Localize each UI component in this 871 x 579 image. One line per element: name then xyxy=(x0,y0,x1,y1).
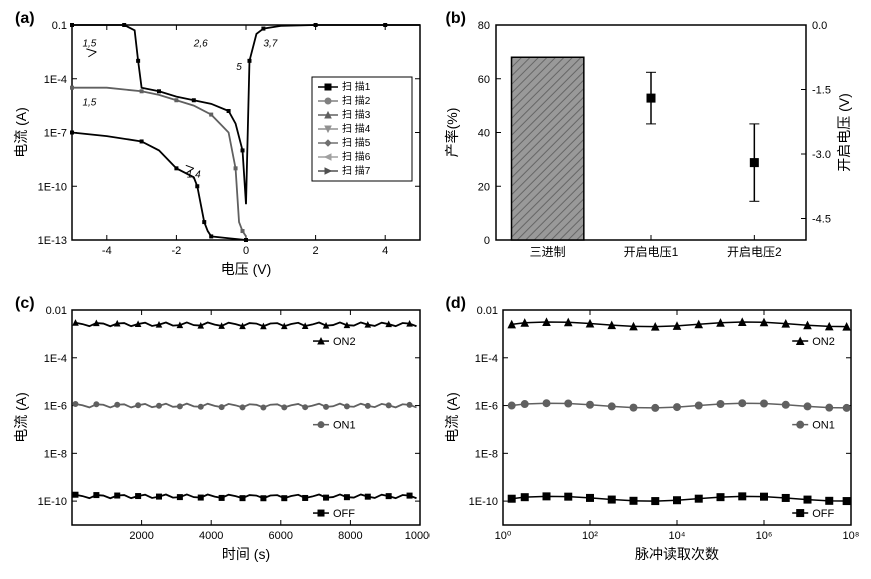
svg-text:-2: -2 xyxy=(172,245,182,257)
panel-b: (b) 0 20 40 60 80 0.0 -1.5 -3.0 -4.5 三进制 开启电压1 开启电压… xyxy=(441,10,862,285)
svg-text:2000: 2000 xyxy=(129,530,153,542)
svg-text:1E-4: 1E-4 xyxy=(474,352,497,364)
svg-text:6000: 6000 xyxy=(269,530,293,542)
svg-text:ON1: ON1 xyxy=(333,419,356,431)
panel-c: (c) 2000 4000 6000 8000 10000 1E-10 1E-8 1E-6 1E… xyxy=(10,295,431,570)
panel-a-label: (a) xyxy=(15,10,35,28)
svg-text:1E-7: 1E-7 xyxy=(44,128,67,140)
panel-a-svg: -4 -2 0 2 4 1E-13 1E-10 1E-7 1E-4 0.1 电压 (V) 电流 (A)… xyxy=(10,10,430,280)
svg-text:扫 描3: 扫 描3 xyxy=(342,108,371,121)
svg-text:电流 (A): 电流 (A) xyxy=(13,107,29,158)
svg-text:1E-8: 1E-8 xyxy=(44,448,67,460)
svg-text:开启电压1: 开启电压1 xyxy=(623,245,678,259)
svg-text:扫 描6: 扫 描6 xyxy=(342,150,371,163)
svg-text:电流 (A): 电流 (A) xyxy=(444,392,460,443)
svg-text:三进制: 三进制 xyxy=(529,245,565,259)
svg-text:0.0: 0.0 xyxy=(812,20,827,32)
svg-text:时间 (s): 时间 (s) xyxy=(222,546,270,562)
svg-text:10⁴: 10⁴ xyxy=(668,530,685,542)
svg-text:ON1: ON1 xyxy=(812,419,835,431)
svg-text:10000: 10000 xyxy=(405,530,430,542)
svg-text:1,5: 1,5 xyxy=(82,39,96,50)
svg-text:0: 0 xyxy=(243,245,249,257)
svg-text:10²: 10² xyxy=(582,530,598,542)
panel-a: (a) -4 -2 0 2 4 1E-13 1E-10 1E-7 1E-4 0.1 电压 (V) 电流… xyxy=(10,10,431,285)
svg-text:1E-10: 1E-10 xyxy=(38,181,67,193)
svg-text:5: 5 xyxy=(236,62,242,73)
svg-text:1E-4: 1E-4 xyxy=(44,74,67,86)
svg-text:10⁶: 10⁶ xyxy=(755,530,772,542)
svg-text:0.01: 0.01 xyxy=(46,305,67,317)
svg-text:1E-8: 1E-8 xyxy=(474,448,497,460)
svg-text:10⁸: 10⁸ xyxy=(842,530,859,542)
svg-text:OFF: OFF xyxy=(333,508,355,520)
panel-d-label: (d) xyxy=(446,295,466,313)
svg-text:4: 4 xyxy=(382,245,388,257)
svg-text:-4: -4 xyxy=(102,245,112,257)
svg-text:开启电压2: 开启电压2 xyxy=(726,245,781,259)
panel-c-svg: 2000 4000 6000 8000 10000 1E-10 1E-8 1E-6 1E-4 0.… xyxy=(10,295,430,565)
svg-text:1E-6: 1E-6 xyxy=(474,400,497,412)
svg-text:扫 描7: 扫 描7 xyxy=(342,164,371,177)
svg-text:1E-13: 1E-13 xyxy=(38,235,67,247)
svg-text:OFF: OFF xyxy=(812,508,834,520)
svg-text:8000: 8000 xyxy=(338,530,362,542)
svg-text:1E-10: 1E-10 xyxy=(38,496,67,508)
svg-text:扫 描2: 扫 描2 xyxy=(342,94,371,107)
svg-text:扫 描4: 扫 描4 xyxy=(342,122,371,135)
svg-text:ON2: ON2 xyxy=(333,336,356,348)
svg-text:20: 20 xyxy=(477,181,489,193)
svg-text:开启电压 (V): 开启电压 (V) xyxy=(836,93,852,172)
svg-text:ON2: ON2 xyxy=(812,336,835,348)
svg-text:1E-10: 1E-10 xyxy=(468,496,497,508)
svg-text:扫 描1: 扫 描1 xyxy=(342,80,371,93)
svg-text:扫 描5: 扫 描5 xyxy=(342,136,371,149)
svg-text:-3.0: -3.0 xyxy=(812,149,831,161)
panel-b-svg: 0 20 40 60 80 0.0 -1.5 -3.0 -4.5 三进制 开启电压1 开启电压2 产率(… xyxy=(441,10,861,280)
svg-text:产率(%): 产率(%) xyxy=(444,108,460,158)
svg-text:60: 60 xyxy=(477,74,489,86)
svg-text:-4.5: -4.5 xyxy=(812,214,831,226)
svg-text:电流 (A): 电流 (A) xyxy=(13,392,29,443)
svg-text:80: 80 xyxy=(477,20,489,32)
svg-text:1E-4: 1E-4 xyxy=(44,352,67,364)
svg-text:10⁰: 10⁰ xyxy=(494,530,511,542)
svg-text:1E-6: 1E-6 xyxy=(44,400,67,412)
svg-text:40: 40 xyxy=(477,128,489,140)
panel-d-svg: 10⁰ 10² 10⁴ 10⁶ 10⁸ 1E-10 1E-8 1E-6 1E-4 0.01 脉冲读取… xyxy=(441,295,861,565)
panel-c-label: (c) xyxy=(15,295,35,313)
svg-text:脉冲读取次数: 脉冲读取次数 xyxy=(635,546,719,562)
panel-b-label: (b) xyxy=(446,10,466,28)
svg-text:1,5: 1,5 xyxy=(82,98,96,109)
panel-d: (d) 10⁰ 10² 10⁴ 10⁶ 10⁸ 1E-10 1E-8 1E-6 1E-4 0.01… xyxy=(441,295,862,570)
svg-text:0.01: 0.01 xyxy=(476,305,497,317)
svg-text:-1.5: -1.5 xyxy=(812,85,831,97)
svg-text:2,6: 2,6 xyxy=(193,39,208,50)
svg-text:4000: 4000 xyxy=(199,530,223,542)
svg-text:电压 (V): 电压 (V) xyxy=(221,261,272,277)
svg-text:0: 0 xyxy=(483,235,489,247)
chart-grid: (a) -4 -2 0 2 4 1E-13 1E-10 1E-7 1E-4 0.1 电压 (V) 电流… xyxy=(10,10,861,569)
svg-text:3,7: 3,7 xyxy=(263,39,277,50)
svg-text:2: 2 xyxy=(313,245,319,257)
svg-text:0.1: 0.1 xyxy=(52,20,67,32)
